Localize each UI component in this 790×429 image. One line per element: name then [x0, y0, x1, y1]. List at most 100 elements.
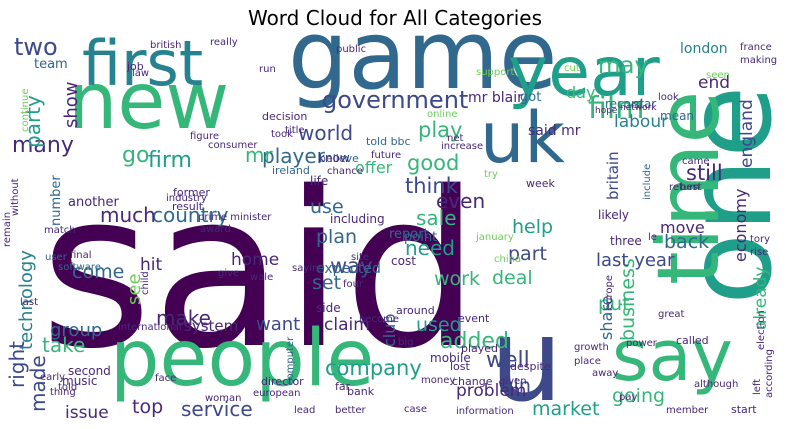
word-team: team [34, 57, 68, 72]
word-point: point [404, 230, 437, 245]
word-former: former [173, 186, 210, 199]
word-france: france [740, 42, 772, 53]
word-continue: continue [20, 89, 31, 132]
word-still: still [686, 161, 723, 185]
word-issue: issue [65, 403, 109, 423]
word-match: match [44, 225, 76, 236]
word-industry: industry [166, 193, 207, 204]
word-great: great [658, 309, 685, 320]
word-country: country [152, 203, 229, 227]
word-used: used [416, 314, 462, 336]
word-seen: seen [706, 70, 730, 81]
word-cost: cost [391, 254, 416, 268]
word-year: year [508, 33, 660, 112]
word-use: use [310, 196, 344, 218]
word-law: law [132, 68, 149, 79]
word-firm: firm [148, 148, 192, 173]
word-start: start [731, 403, 757, 416]
word-china: china [494, 254, 521, 265]
word-britain: britain [604, 151, 622, 200]
word-expected: expected [316, 261, 381, 277]
word-work: work [434, 268, 480, 290]
word-make: make [156, 306, 211, 330]
word-le: le [648, 232, 657, 243]
word-sale: sale [416, 206, 457, 230]
word-best: best [680, 182, 702, 193]
word-week: week [526, 177, 556, 190]
word-child: child [140, 271, 151, 295]
word-europe: europe [604, 275, 615, 310]
word-deal: deal [492, 267, 533, 289]
word-prime-minister: prime minister [198, 212, 272, 223]
word-right: right [5, 341, 29, 388]
word-thing: thing [50, 387, 76, 398]
word-user: user [45, 252, 68, 263]
word-ireland: ireland [272, 164, 310, 177]
word-power: power [626, 338, 658, 349]
word-well: well [486, 348, 530, 373]
word-support: support [476, 67, 514, 78]
word-one: one [660, 85, 790, 305]
word-film: film [588, 91, 644, 126]
word-think: think [405, 174, 459, 198]
word-really: really [210, 37, 238, 48]
word-international: international [118, 322, 182, 333]
word-business: business [617, 258, 639, 341]
word-last: last [20, 297, 38, 308]
word-become: become [359, 314, 399, 325]
word-money: money [421, 375, 455, 386]
word-day: day [566, 83, 595, 102]
word-place: place [574, 356, 601, 367]
word-already: already [751, 267, 771, 330]
word-include: include [642, 164, 653, 200]
word-side: side [316, 301, 341, 315]
word-hit: hit [140, 255, 162, 275]
word-information: information [456, 406, 514, 417]
word-mean: mean [660, 109, 694, 123]
word-computer: computer [285, 336, 296, 385]
word-wale: wale [250, 272, 273, 283]
word-european: european [253, 388, 300, 399]
word-although: although [694, 379, 738, 390]
word-without: without [10, 178, 21, 216]
word-lead: lead [294, 405, 315, 416]
word-increase: increase [441, 141, 483, 152]
word-lost: lost [450, 360, 471, 373]
word-win: win [498, 375, 531, 397]
word-british: british [150, 40, 181, 51]
word-early: early [40, 372, 65, 383]
word-including: including [330, 212, 385, 226]
word-put: put [598, 293, 630, 315]
word-play: play [418, 118, 462, 142]
word-offer: offer [355, 158, 393, 177]
word-mr-blair: mr blair [468, 90, 523, 106]
word-rise: rise [750, 247, 768, 258]
word-star: star [633, 97, 656, 111]
word-see: see [124, 273, 145, 305]
word-report: report [389, 227, 429, 242]
word-public: public [336, 44, 366, 55]
word-take: take [42, 333, 85, 357]
word-come: come [72, 261, 124, 283]
word-problem: problem [456, 381, 526, 401]
word-labour: labour [614, 112, 668, 132]
word-software: software [58, 262, 101, 273]
word-music: music [62, 374, 97, 388]
word-england: england [737, 99, 757, 168]
word-future: future [371, 150, 401, 161]
word-left: left [752, 379, 763, 395]
word-remain: remain [2, 212, 13, 247]
word-woman: woman [205, 393, 242, 404]
word-online: online [427, 109, 458, 120]
word-result: result [172, 200, 204, 213]
word-go: go [122, 143, 149, 168]
word-need: need [405, 236, 455, 260]
word-made: made [26, 355, 50, 412]
word-economy: economy [731, 189, 750, 262]
word-end: end [698, 73, 730, 93]
word-first: first [82, 27, 203, 100]
word-going: going [612, 385, 665, 407]
word-share: share [597, 296, 616, 340]
word-far: far [335, 380, 351, 393]
word-club: club [380, 313, 399, 347]
